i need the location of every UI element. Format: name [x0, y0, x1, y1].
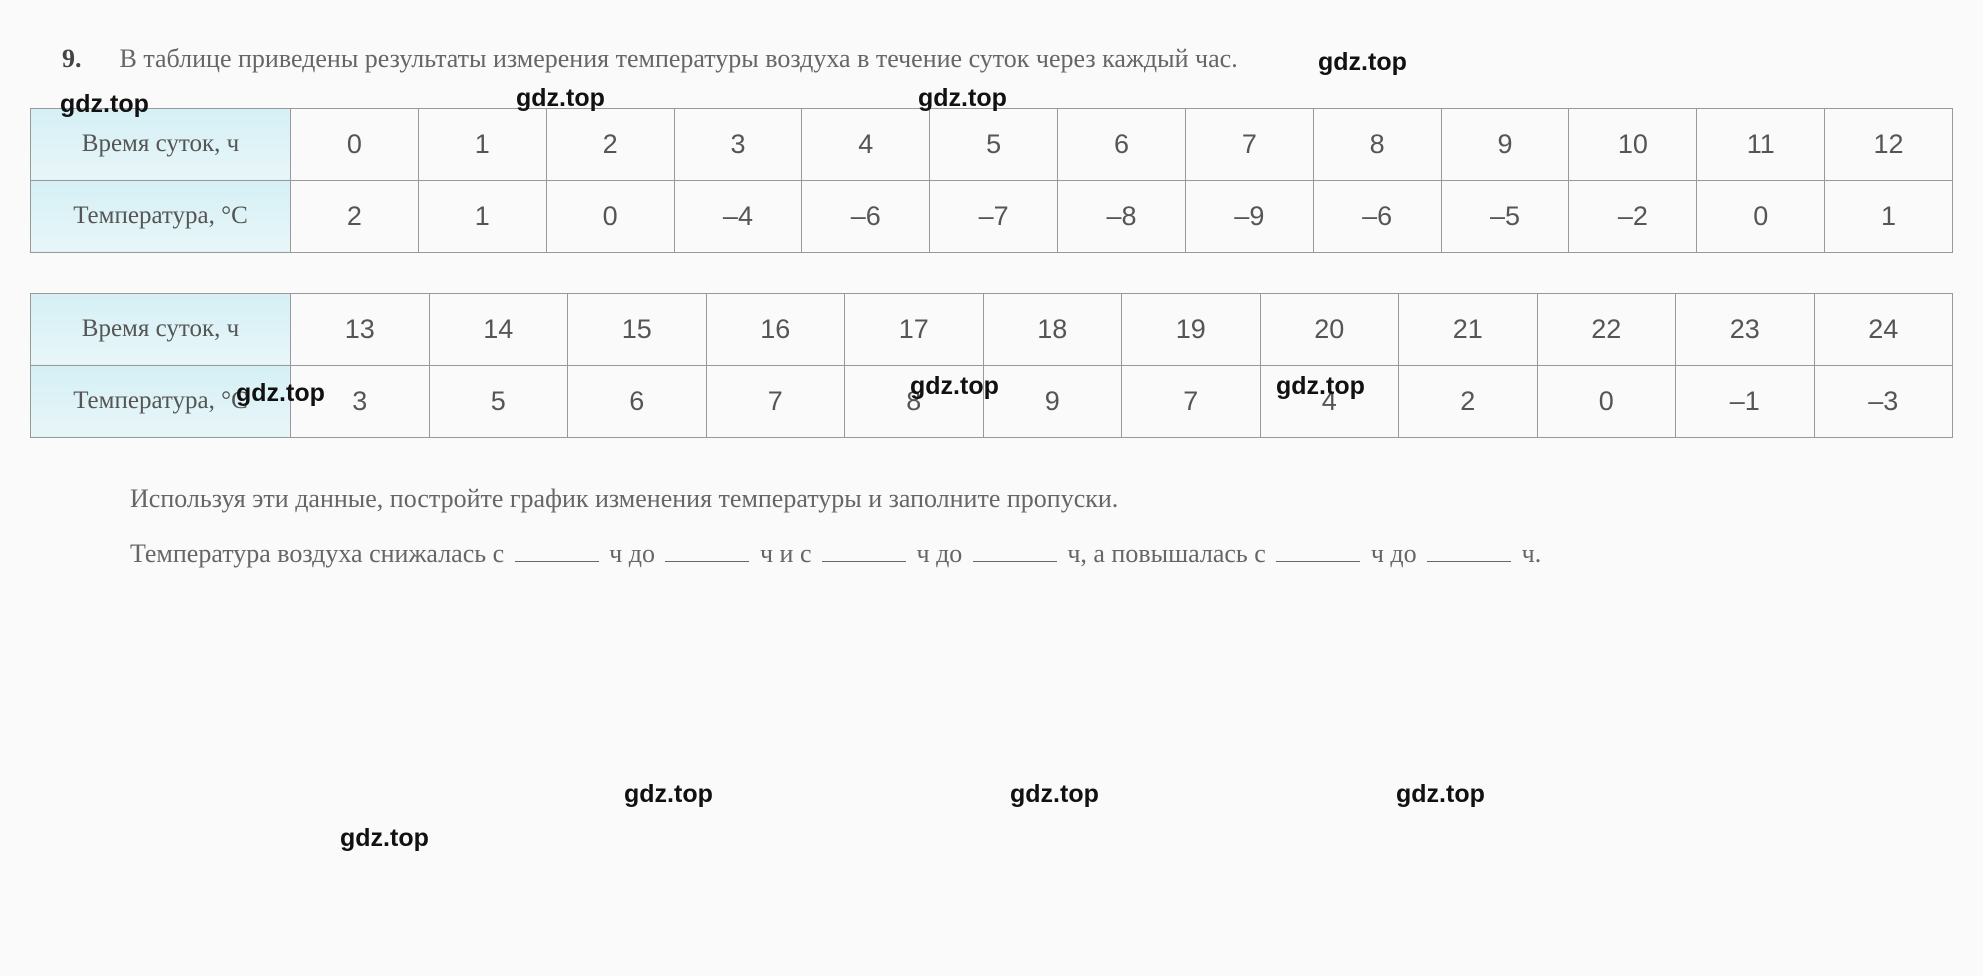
- temp-cell: –6: [802, 180, 930, 252]
- temp-cell: –4: [674, 180, 802, 252]
- temp-cell: 2: [1399, 365, 1538, 437]
- time-cell: 0: [291, 108, 419, 180]
- watermark-text: gdz.top: [624, 776, 713, 812]
- blank-5[interactable]: [1276, 536, 1360, 562]
- fill-text-unit-4: ч, а повышалась с: [1067, 539, 1266, 568]
- time-cell: 14: [429, 293, 568, 365]
- time-cell: 5: [930, 108, 1058, 180]
- time-cell: 15: [568, 293, 707, 365]
- temp-cell: –1: [1676, 365, 1815, 437]
- time-cell: 13: [291, 293, 430, 365]
- time-cell: 18: [983, 293, 1122, 365]
- temp-cell: 5: [429, 365, 568, 437]
- time-cell: 8: [1313, 108, 1441, 180]
- fill-text-unit-2: ч и с: [760, 539, 812, 568]
- time-cell: 23: [1676, 293, 1815, 365]
- temp-cell: 0: [1697, 180, 1825, 252]
- blank-6[interactable]: [1427, 536, 1511, 562]
- temp-cell: –6: [1313, 180, 1441, 252]
- time-cell: 10: [1569, 108, 1697, 180]
- time-cell: 21: [1399, 293, 1538, 365]
- fill-text-unit-3: ч до: [917, 539, 963, 568]
- time-cell: 4: [802, 108, 930, 180]
- temp-cell: 3: [291, 365, 430, 437]
- instruction-line-1: Используя эти данные, постройте график и…: [130, 480, 1953, 518]
- temp-cell: 8: [845, 365, 984, 437]
- time-cell: 9: [1441, 108, 1569, 180]
- time-cell: 12: [1825, 108, 1953, 180]
- temp-cell: 7: [706, 365, 845, 437]
- data-table-2: Время суток, ч131415161718192021222324Те…: [30, 293, 1953, 438]
- time-cell: 1: [418, 108, 546, 180]
- time-cell: 20: [1260, 293, 1399, 365]
- instructions-block: Используя эти данные, постройте график и…: [30, 480, 1953, 573]
- time-cell: 19: [1122, 293, 1261, 365]
- problem-header: 9. В таблице приведены результаты измере…: [30, 40, 1953, 78]
- blank-1[interactable]: [515, 536, 599, 562]
- temp-cell: 6: [568, 365, 707, 437]
- time-cell: 16: [706, 293, 845, 365]
- fill-text-unit-6: ч.: [1522, 539, 1542, 568]
- temp-cell: 4: [1260, 365, 1399, 437]
- problem-number: 9.: [62, 40, 82, 78]
- temp-cell: –5: [1441, 180, 1569, 252]
- problem-intro-text: В таблице приведены результаты измерения…: [120, 40, 1238, 78]
- row-header-time: Время суток, ч: [31, 293, 291, 365]
- temp-cell: –7: [930, 180, 1058, 252]
- data-table-1: Время суток, ч0123456789101112Температур…: [30, 108, 1953, 253]
- time-cell: 6: [1058, 108, 1186, 180]
- table-2-wrap: Время суток, ч131415161718192021222324Те…: [30, 293, 1953, 438]
- blank-4[interactable]: [973, 536, 1057, 562]
- temp-cell: 1: [418, 180, 546, 252]
- time-cell: 17: [845, 293, 984, 365]
- temp-cell: 0: [1537, 365, 1676, 437]
- row-header-temp: Температура, °С: [31, 365, 291, 437]
- temp-cell: 0: [546, 180, 674, 252]
- time-cell: 2: [546, 108, 674, 180]
- temp-cell: –9: [1185, 180, 1313, 252]
- time-cell: 3: [674, 108, 802, 180]
- row-header-time: Время суток, ч: [31, 108, 291, 180]
- row-header-temp: Температура, °С: [31, 180, 291, 252]
- time-cell: 7: [1185, 108, 1313, 180]
- watermark-text: gdz.top: [340, 820, 429, 856]
- temp-cell: 9: [983, 365, 1122, 437]
- instruction-line-2: Температура воздуха снижалась с ч до ч и…: [130, 535, 1953, 573]
- fill-text-unit-1: ч до: [609, 539, 655, 568]
- fill-text-leading: Температура воздуха снижалась с: [130, 539, 504, 568]
- temp-cell: –3: [1814, 365, 1953, 437]
- blank-2[interactable]: [665, 536, 749, 562]
- temp-cell: –8: [1058, 180, 1186, 252]
- table-1-wrap: Время суток, ч0123456789101112Температур…: [30, 108, 1953, 253]
- temp-cell: 2: [291, 180, 419, 252]
- time-cell: 24: [1814, 293, 1953, 365]
- temp-cell: –2: [1569, 180, 1697, 252]
- watermark-text: gdz.top: [1010, 776, 1099, 812]
- temp-cell: 7: [1122, 365, 1261, 437]
- time-cell: 11: [1697, 108, 1825, 180]
- temp-cell: 1: [1825, 180, 1953, 252]
- time-cell: 22: [1537, 293, 1676, 365]
- fill-text-unit-5: ч до: [1371, 539, 1417, 568]
- blank-3[interactable]: [822, 536, 906, 562]
- watermark-text: gdz.top: [1396, 776, 1485, 812]
